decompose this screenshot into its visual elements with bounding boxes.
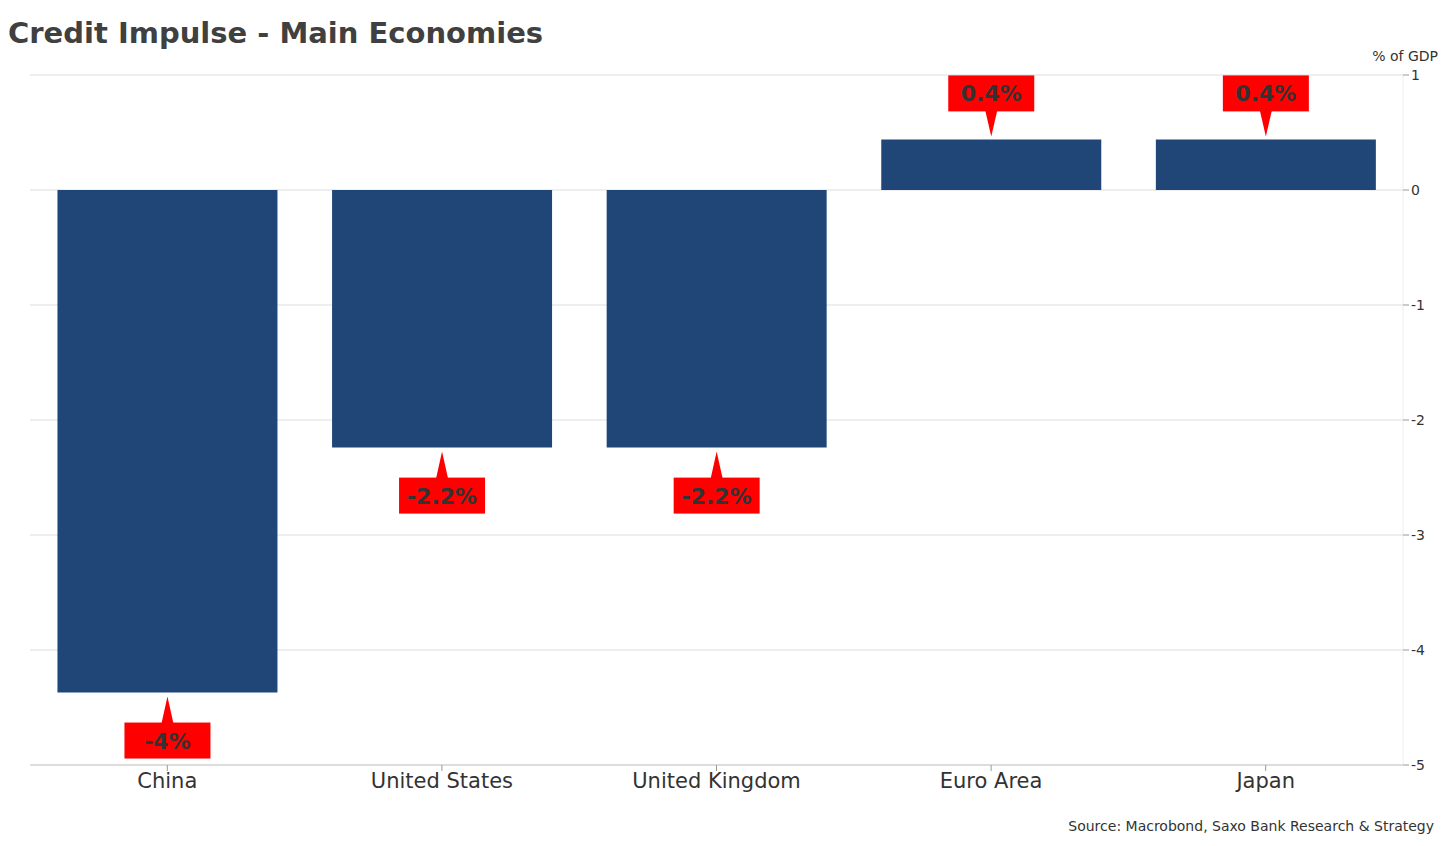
html-text:% of GDP: % of GDP: [1372, 48, 1438, 64]
svg-text:-2: -2: [1411, 412, 1425, 428]
svg-text:-2.2%: -2.2%: [682, 484, 752, 509]
svg-text:-4: -4: [1411, 642, 1425, 658]
svg-text:-2.2%: -2.2%: [407, 484, 477, 509]
svg-text:United States: United States: [371, 769, 513, 793]
svg-text:Euro Area: Euro Area: [940, 769, 1043, 793]
svg-text:-4%: -4%: [144, 729, 190, 754]
svg-text:1: 1: [1411, 67, 1420, 83]
svg-text:China: China: [137, 769, 197, 793]
html-text:Source: Macrobond, Saxo Bank R: Source: Macrobond, Saxo Bank Research & …: [1068, 818, 1434, 834]
svg-text:Japan: Japan: [1234, 769, 1295, 793]
svg-text:0.4%: 0.4%: [961, 81, 1022, 106]
svg-text:-3: -3: [1411, 527, 1425, 543]
svg-text:-1: -1: [1411, 297, 1425, 313]
html-text:Credit Impulse - Main Economie: Credit Impulse - Main Economies: [8, 16, 544, 50]
svg-text:-5: -5: [1411, 757, 1425, 773]
svg-text:United Kingdom: United Kingdom: [632, 769, 801, 793]
svg-text:0.4%: 0.4%: [1235, 81, 1296, 106]
svg-text:0: 0: [1411, 182, 1420, 198]
